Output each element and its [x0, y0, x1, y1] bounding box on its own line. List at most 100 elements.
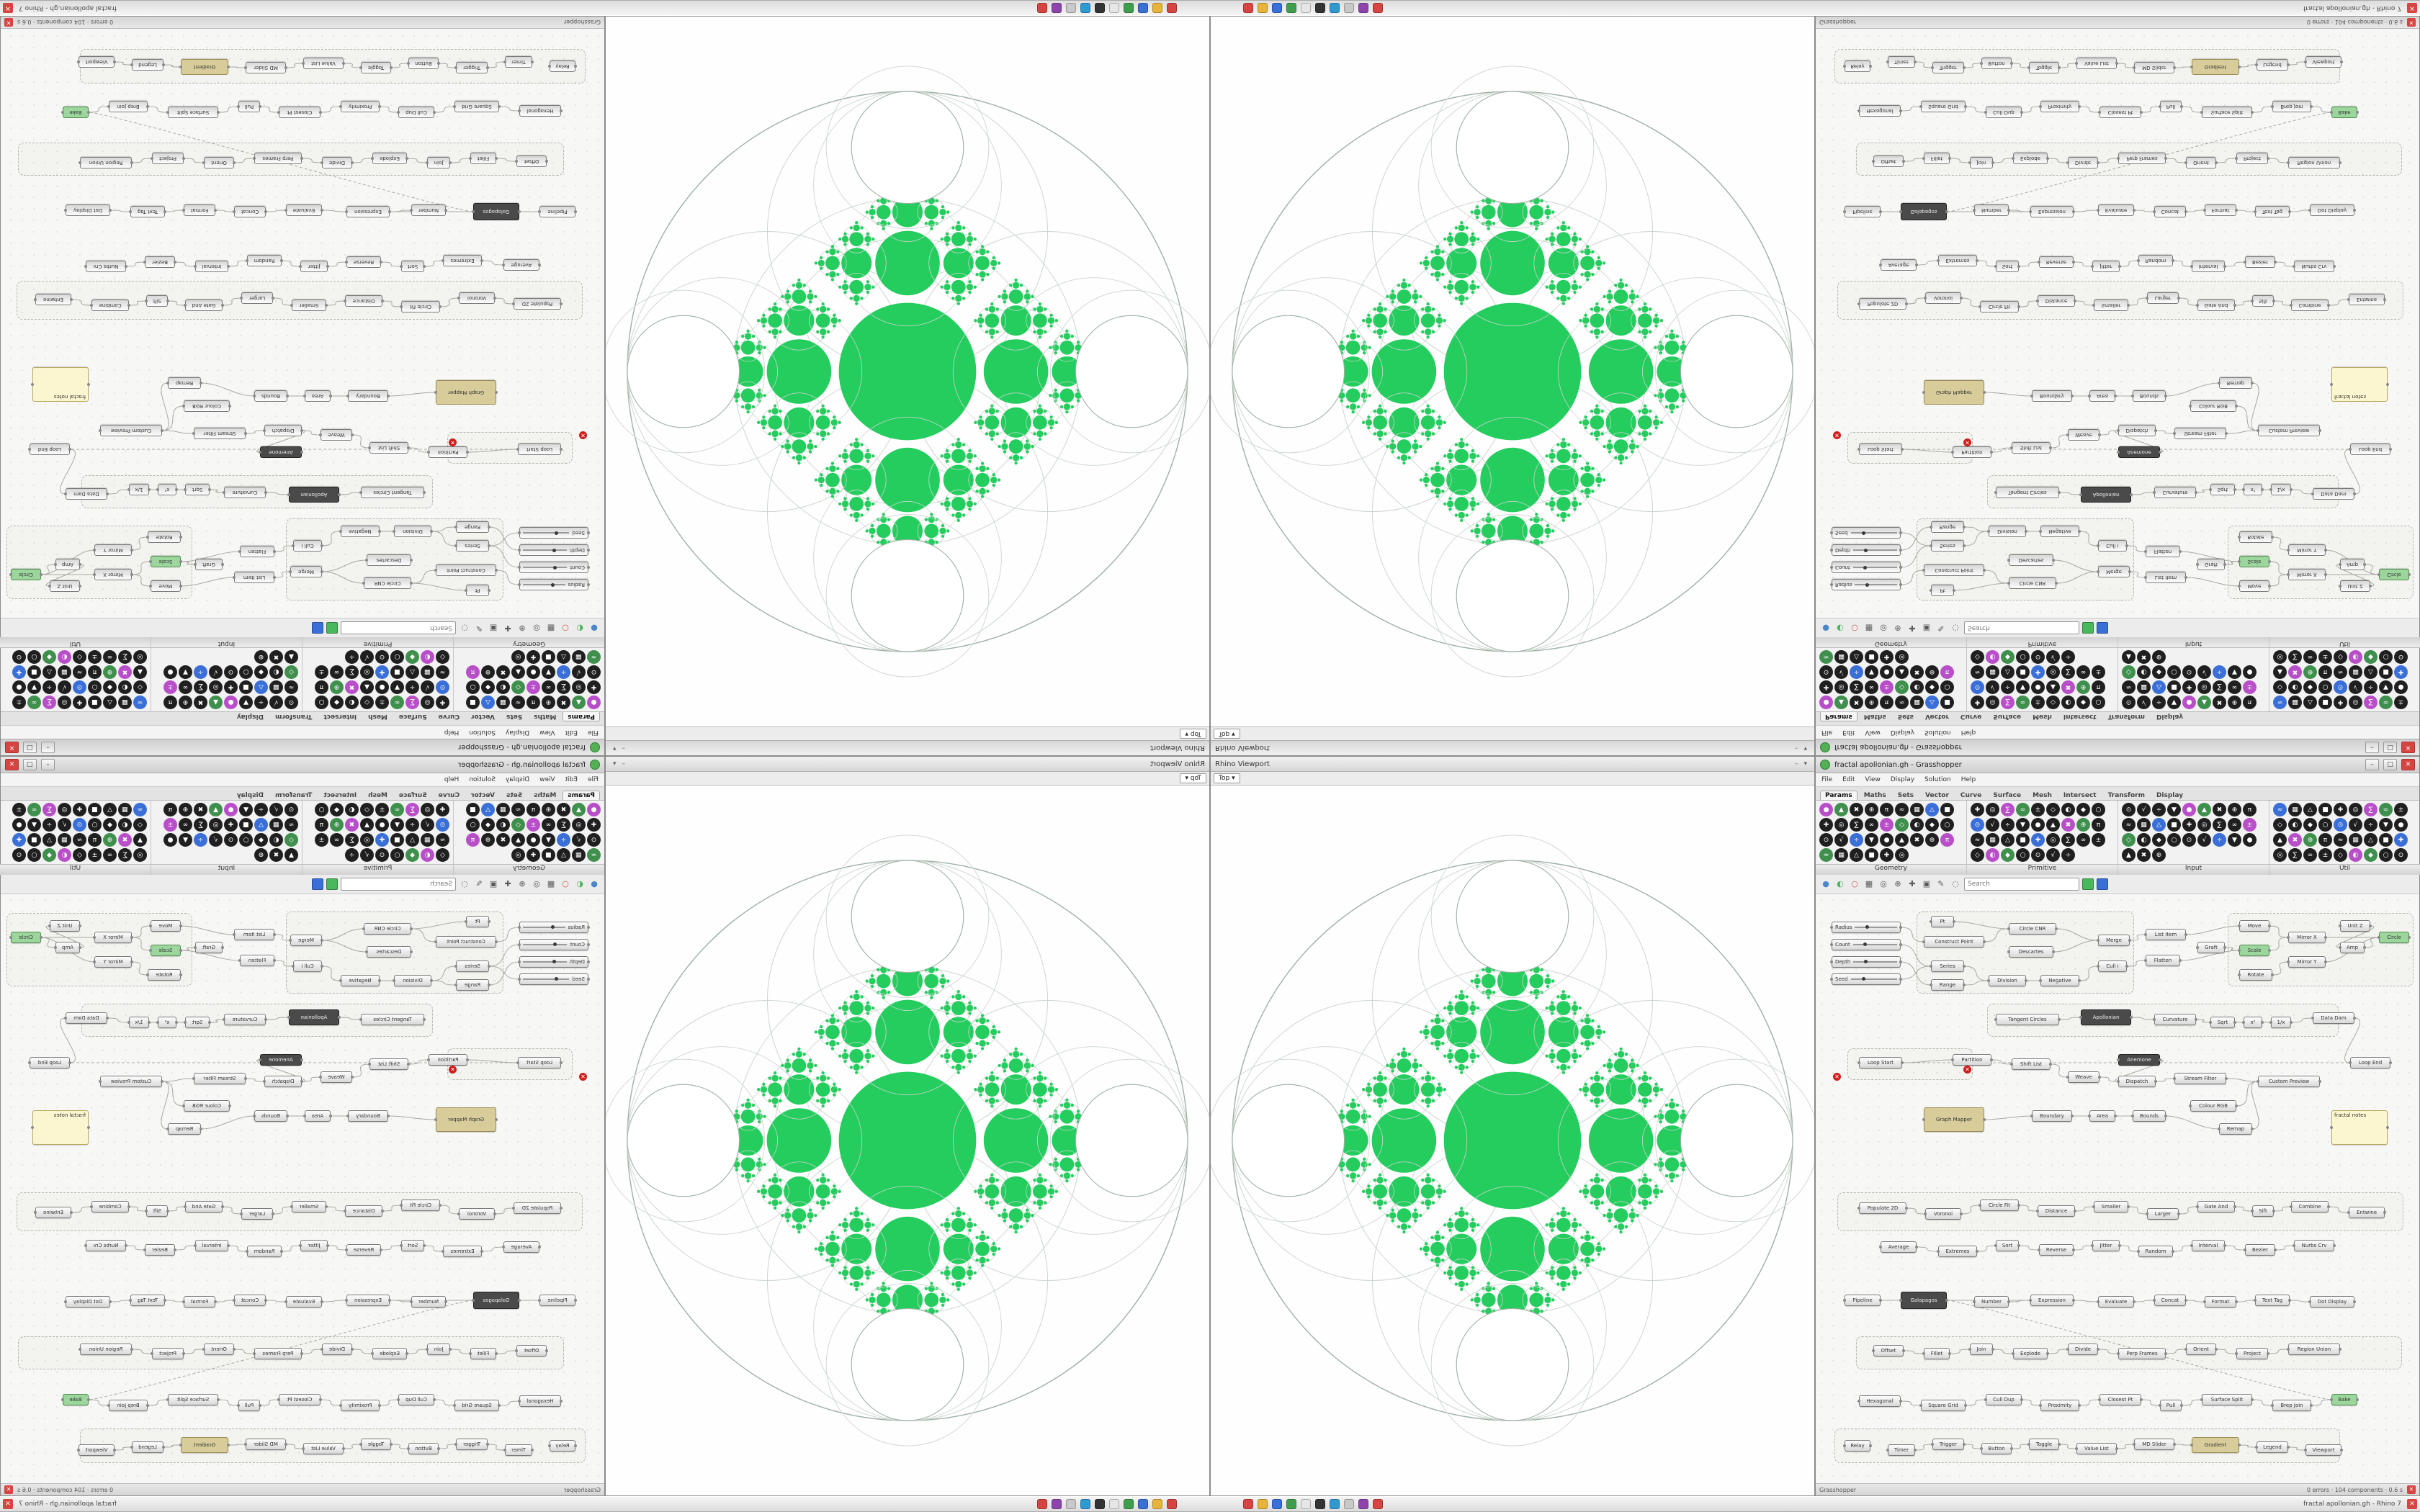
zoom-extents-icon[interactable]: ⊕: [519, 624, 526, 633]
component-icon[interactable]: ✖: [2288, 665, 2302, 679]
ribbon-group-label[interactable]: Input: [2118, 637, 2269, 648]
gh-node-legend[interactable]: Legend: [2255, 1441, 2290, 1453]
explorer-icon[interactable]: [1152, 1499, 1162, 1509]
gh-node-mirror-x[interactable]: Mirror X: [2288, 569, 2326, 580]
error-balloon-icon[interactable]: ✕: [1963, 1066, 1971, 1074]
gh-node-partition[interactable]: Partition: [429, 1054, 467, 1066]
menu-solution[interactable]: Solution: [1924, 776, 1951, 783]
slider-knob[interactable]: [552, 566, 557, 570]
slider-knob[interactable]: [555, 531, 559, 535]
gh-node-series[interactable]: Series: [1930, 960, 1966, 972]
component-icon[interactable]: ∞: [103, 848, 117, 862]
component-icon[interactable]: ✚: [436, 696, 449, 709]
component-icon[interactable]: ▲: [133, 833, 147, 847]
component-icon[interactable]: ⊙: [284, 803, 298, 816]
component-icon[interactable]: ✚: [2334, 803, 2347, 816]
gh-node-value-list[interactable]: Value List: [303, 58, 344, 69]
shaded-view-icon[interactable]: ●: [1822, 879, 1829, 888]
gh-node-format[interactable]: Format: [2205, 204, 2236, 216]
gh-node-stream-filter[interactable]: Stream Filter: [2173, 1073, 2228, 1084]
component-icon[interactable]: △: [2303, 696, 2317, 709]
error-balloon-icon[interactable]: ✕: [449, 1066, 457, 1074]
component-icon[interactable]: ▲: [2046, 680, 2060, 694]
component-icon[interactable]: ✖: [496, 833, 510, 847]
gh-node-colour-rgb[interactable]: Colour RGB: [2189, 1100, 2238, 1112]
gh-node-loop-start[interactable]: Loop Start: [1859, 444, 1902, 455]
preview-icon[interactable]: ◎: [533, 879, 540, 888]
gh-node-sort[interactable]: Sort: [401, 261, 424, 272]
component-icon[interactable]: ✚: [12, 833, 26, 847]
menu-view[interactable]: View: [539, 776, 555, 783]
gh-node-dispatch[interactable]: Dispatch: [2117, 1076, 2157, 1087]
gh-node-brep-join[interactable]: Brep Join: [109, 101, 148, 112]
component-icon[interactable]: ✚: [1880, 650, 1894, 664]
minimize-button[interactable]: –: [41, 742, 55, 753]
component-icon[interactable]: ≈: [284, 818, 298, 832]
tab-display[interactable]: Display: [236, 713, 264, 720]
gh-node-surface-split[interactable]: Surface Split: [2200, 1394, 2254, 1405]
ghosted-view-icon[interactable]: ◐: [1837, 879, 1844, 888]
component-icon[interactable]: ◐: [118, 680, 132, 694]
gh-node-bake[interactable]: Bake: [2330, 1394, 2359, 1405]
component-icon[interactable]: △: [2364, 665, 2378, 679]
component-icon[interactable]: ◆: [2303, 680, 2317, 694]
component-icon[interactable]: ◐: [345, 696, 359, 709]
viewport-dropdown-icon[interactable]: ▾: [1803, 760, 1807, 768]
gh-node-1-x[interactable]: 1/x: [129, 1017, 149, 1028]
gh-node-sift[interactable]: Sift: [146, 1205, 168, 1217]
gh-node-custom-preview[interactable]: Custom Preview: [2257, 1076, 2321, 1087]
menu-edit[interactable]: Edit: [1842, 776, 1855, 783]
gh-node-text-tag[interactable]: Text Tag: [2255, 206, 2290, 217]
component-icon[interactable]: ■: [2379, 833, 2393, 847]
component-icon[interactable]: ÷: [557, 833, 570, 847]
gh-node-series[interactable]: Series: [456, 540, 489, 552]
gh-node-gate-and[interactable]: Gate And: [2197, 300, 2235, 311]
component-icon[interactable]: ✖: [345, 818, 359, 832]
component-icon[interactable]: ▲: [572, 696, 586, 709]
component-icon[interactable]: π: [1940, 833, 1954, 847]
component-icon[interactable]: ▼: [179, 833, 192, 847]
component-icon[interactable]: ÷: [194, 833, 207, 847]
gh-node-graph-mapper[interactable]: Graph Mapper: [1924, 380, 1984, 405]
component-icon[interactable]: ◎: [1895, 650, 1909, 664]
component-icon[interactable]: ∑: [118, 848, 132, 862]
component-icon[interactable]: ◎: [572, 680, 586, 694]
component-icon[interactable]: ∑: [2061, 833, 2075, 847]
error-balloon-icon[interactable]: ✕: [449, 438, 457, 446]
component-icon[interactable]: ▼: [542, 833, 555, 847]
gh-node-shift-list[interactable]: Shift List: [369, 1058, 408, 1070]
slider-knob[interactable]: [552, 960, 557, 963]
component-icon[interactable]: ▼: [2167, 803, 2181, 816]
component-icon[interactable]: ▼: [2228, 833, 2241, 847]
component-icon[interactable]: ±: [2318, 848, 2332, 862]
gh-node-value-list[interactable]: Value List: [2075, 1443, 2118, 1454]
gh-node-cull-dup[interactable]: Cull Dup: [398, 107, 434, 118]
rhino-icon[interactable]: [1138, 3, 1148, 13]
gh-node-circle-cnr[interactable]: Circle CNR: [364, 923, 411, 935]
mail-icon[interactable]: [1344, 1499, 1354, 1509]
component-icon[interactable]: ±: [1880, 818, 1894, 832]
slider-knob[interactable]: [1861, 977, 1865, 981]
ribbon-group-label[interactable]: Input: [151, 864, 302, 875]
gh-node-expression[interactable]: Expression: [346, 206, 390, 217]
gh-node-populate-2d[interactable]: Populate 2D: [1859, 298, 1906, 310]
gh-node-graft[interactable]: Graft: [195, 559, 223, 570]
component-icon[interactable]: ∑: [2364, 803, 2378, 816]
gh-node-evaluate[interactable]: Evaluate: [2098, 204, 2134, 216]
gh-node-larger[interactable]: Larger: [2146, 1208, 2180, 1220]
gh-node-toggle[interactable]: Toggle: [361, 62, 391, 73]
component-icon[interactable]: ⊕: [179, 696, 192, 709]
tab-maths[interactable]: Maths: [534, 713, 557, 720]
component-icon[interactable]: ▦: [58, 833, 71, 847]
gh-node-divide[interactable]: Divide: [322, 157, 352, 168]
component-icon[interactable]: ○: [239, 833, 253, 847]
component-icon[interactable]: ●: [2243, 833, 2257, 847]
component-icon[interactable]: ∞: [2379, 696, 2393, 709]
component-icon[interactable]: ⊕: [1865, 696, 1878, 709]
component-icon[interactable]: ⊕: [2228, 803, 2241, 816]
component-icon[interactable]: ✖: [194, 803, 207, 816]
gh-node-smaller[interactable]: Smaller: [2094, 300, 2128, 311]
gh-node-loop-start[interactable]: Loop Start: [518, 1057, 561, 1068]
gh-node-average[interactable]: Average: [503, 259, 539, 271]
component-icon[interactable]: ◆: [2152, 833, 2166, 847]
